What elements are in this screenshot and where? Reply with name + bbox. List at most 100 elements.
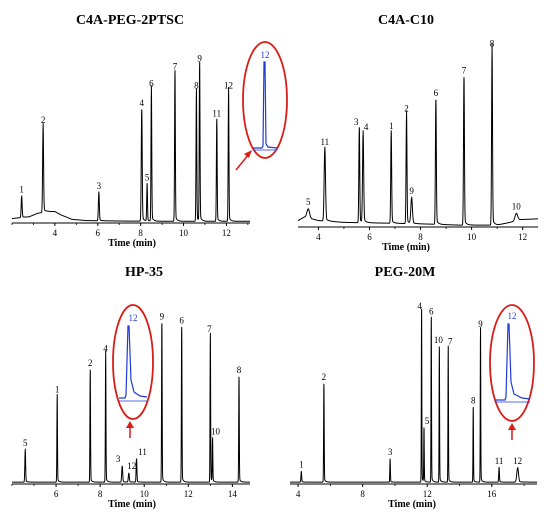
peak-label: 3 <box>97 181 102 191</box>
inset-peak-trace <box>253 61 278 149</box>
peak-label: 11 <box>212 108 221 118</box>
panel-title: C4A-C10 <box>378 13 434 28</box>
peak-label: 3 <box>354 117 359 127</box>
callout-arrowhead <box>126 421 134 428</box>
x-tick-label: 6 <box>54 489 59 499</box>
peak-label: 4 <box>417 301 422 311</box>
peak-label: 5 <box>145 172 150 182</box>
x-tick-label: 8 <box>418 232 423 242</box>
peak-label: 8 <box>471 395 476 405</box>
peak-label: 12 <box>127 461 136 471</box>
x-tick-label: 14 <box>228 489 238 499</box>
peak-label: 11 <box>495 456 504 466</box>
inset-ellipse <box>489 304 535 422</box>
peak-label: 10 <box>434 335 444 345</box>
panel-title: C4A-PEG-2PTSC <box>76 13 184 28</box>
chromatogram-trace <box>289 308 538 483</box>
peak-label: 8 <box>490 38 495 48</box>
peak-label: 5 <box>425 416 430 426</box>
inset-ellipse <box>112 304 154 420</box>
x-tick-label: 16 <box>487 489 497 499</box>
inset-peak-label: 12 <box>261 50 270 60</box>
x-tick-label: 12 <box>423 489 432 499</box>
x-axis-label: Time (min) <box>382 242 430 253</box>
peak-label: 6 <box>434 88 439 98</box>
peak-label: 8 <box>194 81 199 91</box>
peak-label: 9 <box>160 312 165 322</box>
peak-label: 2 <box>88 358 93 368</box>
x-tick-label: 8 <box>98 489 103 499</box>
x-tick-label: 10 <box>179 228 189 238</box>
x-tick-label: 6 <box>367 232 372 242</box>
x-tick-label: 4 <box>316 232 321 242</box>
peak-label: 7 <box>448 337 453 347</box>
peak-label: 2 <box>322 372 327 382</box>
chromatogram-trace <box>11 61 251 222</box>
inset-peak-trace <box>495 323 531 401</box>
inset-peak-label: 12 <box>129 313 138 323</box>
peak-label: 11 <box>138 447 147 457</box>
peak-label: 3 <box>116 454 121 464</box>
peak-label: 2 <box>41 115 46 125</box>
peak-label: 10 <box>512 202 522 212</box>
x-tick-label: 12 <box>518 232 527 242</box>
inset-callout: 12 <box>489 304 535 440</box>
peak-label: 1 <box>19 185 24 195</box>
peak-label: 6 <box>429 306 434 316</box>
peak-label: 11 <box>320 137 329 147</box>
callout-arrowhead <box>244 150 252 158</box>
x-tick-label: 4 <box>296 489 301 499</box>
peak-label: 3 <box>388 447 393 457</box>
peak-label: 5 <box>23 438 28 448</box>
peak-label: 9 <box>197 54 202 64</box>
inset-callout: 12 <box>112 304 154 438</box>
peak-label: 4 <box>364 122 369 132</box>
callout-arrow-line <box>235 153 250 171</box>
peak-label: 10 <box>211 426 221 436</box>
x-axis-label: Time (min) <box>108 499 156 510</box>
chromatogram-trace <box>11 323 251 483</box>
x-tick-label: 4 <box>53 228 58 238</box>
x-axis-label: Time (min) <box>388 499 436 510</box>
x-tick-label: 10 <box>140 489 150 499</box>
x-tick-label: 12 <box>184 489 193 499</box>
x-tick-label: 6 <box>96 228 101 238</box>
peak-label: 6 <box>149 79 154 89</box>
chromatogram-trace <box>297 43 539 226</box>
peak-label: 2 <box>404 104 409 114</box>
inset-peak-label: 12 <box>508 311 517 321</box>
peak-label: 7 <box>462 65 467 75</box>
panel-title: PEG-20M <box>375 265 436 280</box>
peak-label: 1 <box>389 121 394 131</box>
peak-label: 4 <box>139 98 144 108</box>
inset-peak-trace <box>119 325 148 399</box>
x-tick-label: 12 <box>222 228 231 238</box>
callout-arrowhead <box>508 423 516 430</box>
x-tick-label: 8 <box>138 228 143 238</box>
x-axis-label: Time (min) <box>108 238 156 249</box>
peak-label: 9 <box>478 319 483 329</box>
peak-label: 1 <box>55 385 60 395</box>
panel-title: HP-35 <box>125 265 163 280</box>
peak-label: 12 <box>513 456 522 466</box>
inset-callout: 12 <box>235 41 288 171</box>
peak-label: 4 <box>103 344 108 354</box>
x-tick-label: 10 <box>467 232 477 242</box>
peak-label: 7 <box>173 61 178 71</box>
peak-label: 9 <box>409 186 414 196</box>
peak-label: 5 <box>306 197 311 207</box>
peak-label: 6 <box>179 315 184 325</box>
x-tick-label: 8 <box>360 489 365 499</box>
peak-label: 1 <box>299 459 304 469</box>
peak-label: 12 <box>224 81 233 91</box>
peak-label: 7 <box>207 324 212 334</box>
